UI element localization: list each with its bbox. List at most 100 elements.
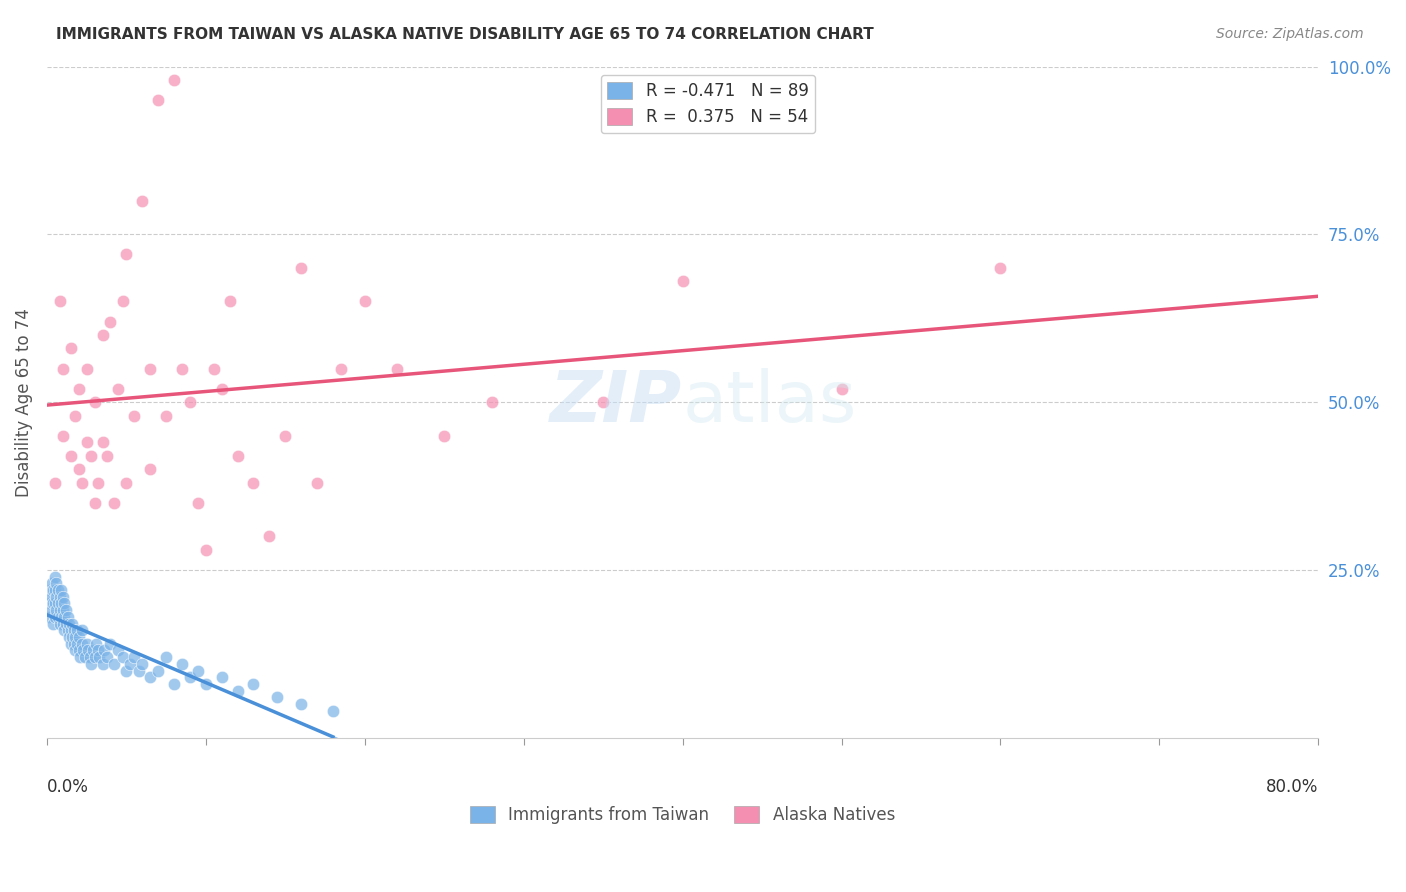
Point: [41, 603, 63, 617]
Point: [211, 382, 233, 396]
Point: [329, 361, 352, 376]
Point: [139, 361, 162, 376]
Point: [266, 690, 288, 705]
Point: [131, 657, 153, 671]
Point: [433, 428, 456, 442]
Point: [115, 475, 138, 490]
Point: [671, 274, 693, 288]
Point: [112, 650, 135, 665]
Point: [124, 650, 146, 665]
Point: [124, 409, 146, 423]
Point: [56, 610, 79, 624]
Text: IMMIGRANTS FROM TAIWAN VS ALASKA NATIVE DISABILITY AGE 65 TO 74 CORRELATION CHAR: IMMIGRANTS FROM TAIWAN VS ALASKA NATIVE …: [56, 27, 875, 42]
Point: [53, 624, 76, 638]
Point: [65, 409, 87, 423]
Point: [76, 361, 98, 376]
Point: [96, 449, 118, 463]
Point: [51, 610, 73, 624]
Legend: Immigrants from Taiwan, Alaska Natives: Immigrants from Taiwan, Alaska Natives: [464, 799, 901, 831]
Point: [83, 496, 105, 510]
Point: [163, 677, 186, 691]
Point: [87, 475, 110, 490]
Point: [52, 590, 75, 604]
Point: [155, 409, 177, 423]
Point: [46, 582, 69, 597]
Point: [59, 637, 82, 651]
Point: [51, 596, 73, 610]
Point: [59, 449, 82, 463]
Point: [41, 576, 63, 591]
Point: [77, 643, 100, 657]
Point: [290, 260, 312, 275]
Text: 80.0%: 80.0%: [1265, 778, 1319, 796]
Point: [67, 462, 90, 476]
Point: [481, 395, 503, 409]
Point: [91, 328, 114, 343]
Point: [89, 650, 111, 665]
Point: [51, 582, 73, 597]
Point: [42, 582, 65, 597]
Point: [139, 462, 162, 476]
Point: [242, 677, 264, 691]
Point: [39, 596, 62, 610]
Point: [52, 361, 75, 376]
Point: [59, 624, 82, 638]
Point: [131, 194, 153, 208]
Y-axis label: Disability Age 65 to 74: Disability Age 65 to 74: [15, 308, 32, 497]
Point: [100, 637, 122, 651]
Point: [82, 643, 104, 657]
Point: [155, 650, 177, 665]
Point: [66, 637, 89, 651]
Point: [385, 361, 408, 376]
Point: [58, 616, 80, 631]
Point: [52, 616, 75, 631]
Point: [72, 643, 94, 657]
Point: [45, 590, 67, 604]
Point: [63, 637, 86, 651]
Point: [41, 590, 63, 604]
Point: [274, 428, 297, 442]
Point: [290, 697, 312, 711]
Point: [96, 650, 118, 665]
Point: [48, 590, 70, 604]
Point: [70, 624, 93, 638]
Point: [70, 475, 93, 490]
Point: [80, 449, 103, 463]
Point: [67, 382, 90, 396]
Point: [259, 529, 281, 543]
Point: [45, 576, 67, 591]
Point: [44, 475, 66, 490]
Point: [55, 603, 77, 617]
Point: [103, 657, 125, 671]
Point: [44, 596, 66, 610]
Point: [67, 643, 90, 657]
Point: [211, 670, 233, 684]
Point: [53, 610, 76, 624]
Point: [48, 294, 70, 309]
Point: [76, 637, 98, 651]
Point: [46, 596, 69, 610]
Point: [65, 630, 87, 644]
Point: [73, 650, 96, 665]
Point: [107, 382, 129, 396]
Text: atlas: atlas: [682, 368, 858, 436]
Point: [226, 683, 249, 698]
Point: [187, 496, 209, 510]
Point: [48, 603, 70, 617]
Point: [139, 670, 162, 684]
Point: [170, 361, 193, 376]
Point: [146, 93, 169, 107]
Text: Source: ZipAtlas.com: Source: ZipAtlas.com: [1216, 27, 1364, 41]
Point: [990, 260, 1012, 275]
Point: [179, 670, 201, 684]
Point: [52, 428, 75, 442]
Point: [53, 596, 76, 610]
Point: [45, 603, 67, 617]
Point: [112, 294, 135, 309]
Point: [83, 395, 105, 409]
Point: [70, 637, 93, 651]
Point: [226, 449, 249, 463]
Point: [59, 342, 82, 356]
Point: [115, 664, 138, 678]
Point: [60, 616, 83, 631]
